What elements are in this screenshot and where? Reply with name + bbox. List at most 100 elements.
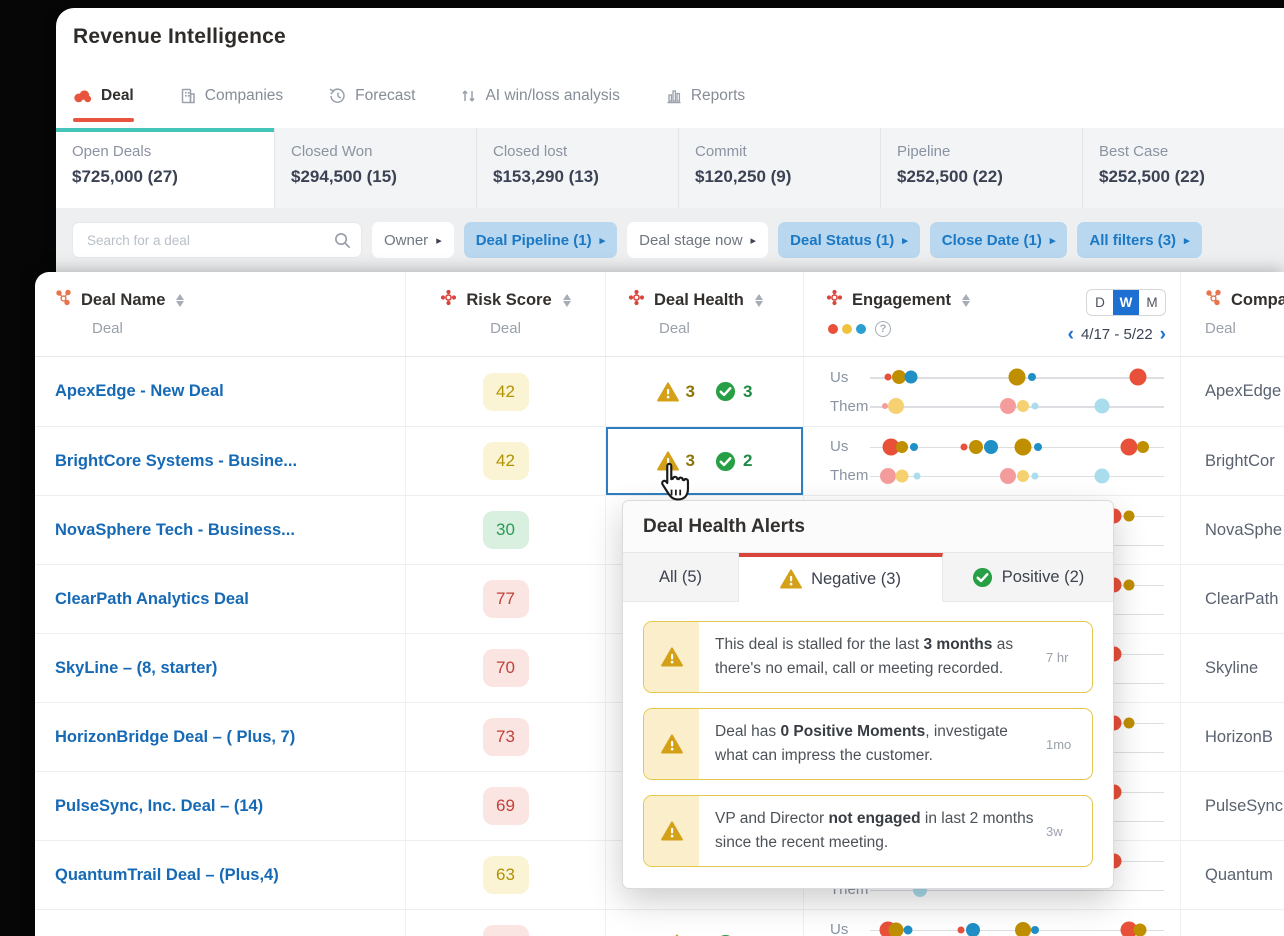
company-cell[interactable]: BrightCor <box>1180 427 1284 495</box>
health-alert-card[interactable]: Deal has 0 Positive Moments, investigate… <box>643 708 1093 781</box>
filter-chip-deal-status-1-[interactable]: Deal Status (1) ▸ <box>778 222 920 258</box>
filter-chip-close-date-1-[interactable]: Close Date (1) ▸ <box>929 222 1068 258</box>
period-toggle-w[interactable]: W <box>1113 290 1139 315</box>
deal-name-link[interactable]: ApexEdge - New Deal <box>55 382 224 400</box>
help-icon[interactable]: ? <box>875 321 891 337</box>
deal-health-cell[interactable] <box>605 634 803 702</box>
period-toggle-d[interactable]: D <box>1095 295 1105 310</box>
deal-name-link[interactable]: QuantumTrail Deal – (Plus,4) <box>55 865 279 884</box>
popup-tab-label: Negative (3) <box>811 569 901 588</box>
next-icon[interactable]: › <box>1159 324 1166 345</box>
filter-chip-all-filters-3-[interactable]: All filters (3) ▸ <box>1077 222 1202 258</box>
engagement-dot <box>1123 510 1135 521</box>
deal-health-cell[interactable] <box>605 910 803 936</box>
filter-chip-label: Deal stage now <box>639 231 743 249</box>
engagement-dot <box>1133 923 1147 936</box>
summary-card-closed-lost[interactable]: Closed lost $153,290 (13) <box>476 128 678 208</box>
chevron-right-icon: ▸ <box>750 234 757 247</box>
engagement-line-label: Them <box>830 397 869 415</box>
winloss-icon <box>461 88 476 104</box>
engagement-dot <box>1030 925 1039 934</box>
nav-tab-forecast[interactable]: Forecast <box>329 78 415 114</box>
summary-card-commit[interactable]: Commit $120,250 (9) <box>678 128 880 208</box>
col-title: Deal Health <box>654 290 744 309</box>
deal-health-cell[interactable] <box>605 565 803 633</box>
popup-tab-negative-3-[interactable]: Negative (3) <box>739 553 943 602</box>
col-header-deal-health[interactable]: Deal Health Deal <box>605 272 803 356</box>
filter-chip-deal-pipeline-1-[interactable]: Deal Pipeline (1) ▸ <box>463 222 618 258</box>
period-toggle-m[interactable]: M <box>1146 295 1158 310</box>
col-header-risk-score[interactable]: Risk Score Deal <box>405 272 605 356</box>
col-header-deal-name[interactable]: Deal Name Deal <box>35 272 405 356</box>
hubspot-icon <box>1205 289 1222 311</box>
risk-score-cell[interactable]: 69 <box>405 772 605 840</box>
nav-tab-ai-win-loss-analysis[interactable]: AI win/loss analysis <box>461 78 620 114</box>
risk-score-cell[interactable]: 42 <box>405 357 605 426</box>
sort-icon[interactable] <box>176 293 185 307</box>
company-cell[interactable]: ApexEdge <box>1180 357 1284 426</box>
nav-tab-deal[interactable]: Deal <box>73 78 134 122</box>
deal-health-cell[interactable] <box>605 841 803 909</box>
sort-icon[interactable] <box>962 293 971 307</box>
company-cell[interactable]: NovaSphe <box>1180 496 1284 564</box>
risk-score-badge: 70 <box>482 649 529 687</box>
deal-name-link[interactable]: HorizonBridge Deal – ( Plus, 7) <box>55 727 296 746</box>
sort-icon[interactable] <box>754 293 763 307</box>
risk-score-cell[interactable]: 73 <box>405 703 605 771</box>
col-header-companies[interactable]: Companies Deal <box>1180 272 1284 356</box>
deal-name-link[interactable]: ClearPath Analytics Deal <box>55 589 249 608</box>
risk-score-cell[interactable]: 42 <box>405 427 605 495</box>
alert-strip <box>644 622 699 693</box>
risk-score-cell[interactable]: 63 <box>405 841 605 909</box>
deal-health-cell[interactable] <box>605 772 803 840</box>
nav-tab-reports[interactable]: Reports <box>666 78 745 114</box>
summary-card-pipeline[interactable]: Pipeline $252,500 (22) <box>880 128 1082 208</box>
alert-message: This deal is stalled for the last 3 mont… <box>715 636 1014 678</box>
summary-cards: Open Deals $725,000 (27) Closed Won $294,50… <box>56 128 1284 208</box>
deal-name-link[interactable]: NovaSphere Tech - Business... <box>55 520 295 539</box>
engagement-dot <box>892 370 907 384</box>
risk-score-cell[interactable]: 30 <box>405 496 605 564</box>
company-cell[interactable]: Quantum <box>1180 841 1284 909</box>
search-input[interactable] <box>85 231 334 249</box>
risk-score-cell[interactable] <box>405 910 605 936</box>
deal-health-cell[interactable] <box>605 703 803 771</box>
deal-health-cell[interactable] <box>605 496 803 564</box>
health-alert-card[interactable]: VP and Director not engaged in last 2 mo… <box>643 795 1093 868</box>
engagement-track <box>870 467 1164 485</box>
deal-name-link[interactable] <box>35 910 405 936</box>
summary-card-open-deals[interactable]: Open Deals $725,000 (27) <box>56 128 274 208</box>
deal-name-link[interactable]: BrightCore Systems - Busine... <box>55 451 298 470</box>
deal-name-link[interactable]: PulseSync, Inc. Deal – (14) <box>55 796 264 815</box>
nav-tab-companies[interactable]: Companies <box>180 78 283 114</box>
health-alert-card[interactable]: This deal is stalled for the last 3 mont… <box>643 621 1093 694</box>
summary-card-best-case[interactable]: Best Case $252,500 (22) <box>1082 128 1284 208</box>
search-box[interactable] <box>72 222 362 258</box>
company-cell[interactable] <box>1180 910 1284 936</box>
check-icon <box>715 451 736 472</box>
engagement-line-us: Us <box>804 438 1178 456</box>
filter-chip-deal-stage-now[interactable]: Deal stage now ▸ <box>627 222 769 258</box>
nav-tab-label: Reports <box>690 87 746 104</box>
engagement-dot <box>879 467 896 484</box>
engagement-dot <box>1123 717 1135 728</box>
risk-score-cell[interactable]: 70 <box>405 634 605 702</box>
company-cell[interactable]: HorizonB <box>1180 703 1284 771</box>
popup-tab-all-5-[interactable]: All (5) <box>623 553 739 602</box>
summary-card-closed-won[interactable]: Closed Won $294,500 (15) <box>274 128 476 208</box>
risk-score-cell[interactable]: 77 <box>405 565 605 633</box>
popup-tab-positive-2-[interactable]: Positive (2) <box>943 553 1113 602</box>
filter-chip-owner[interactable]: Owner ▸ <box>372 222 454 258</box>
company-cell[interactable]: PulseSync <box>1180 772 1284 840</box>
sort-icon[interactable] <box>562 293 571 307</box>
prev-icon[interactable]: ‹ <box>1067 324 1074 345</box>
deal-name-link[interactable]: SkyLine – (8, starter) <box>55 658 218 677</box>
filter-chips: Owner ▸ Deal Pipeline (1) ▸ Deal stage now ▸ D… <box>372 222 1202 258</box>
company-cell[interactable]: ClearPath <box>1180 565 1284 633</box>
company-cell[interactable]: Skyline <box>1180 634 1284 702</box>
